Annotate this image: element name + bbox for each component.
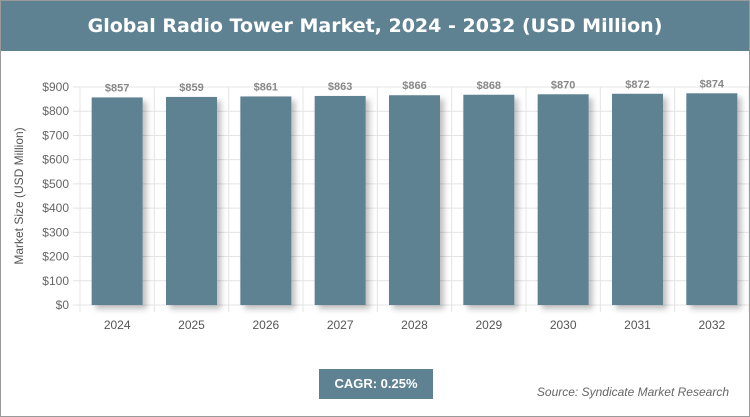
y-tick-label: $600 — [42, 153, 69, 167]
x-tick-label: 2026 — [252, 318, 279, 332]
x-tick-label: 2030 — [550, 318, 577, 332]
bar — [537, 94, 589, 306]
data-label: $868 — [477, 80, 501, 92]
y-tick-label: $700 — [42, 128, 69, 142]
bar-chart: $0 $100 $200 $300 $400 $500 $600 $700 $800 $900 $8… — [12, 78, 749, 332]
data-label: $870 — [551, 79, 575, 91]
source-note: Source: Syndicate Market Research — [536, 385, 729, 399]
y-tick-label: $500 — [42, 177, 69, 191]
bar — [166, 96, 217, 305]
bar — [314, 95, 366, 305]
x-tick-label: 2027 — [327, 318, 354, 332]
y-tick-label: $900 — [42, 80, 69, 94]
x-tick-label: 2032 — [698, 318, 725, 332]
cagr-badge: CAGR: 0.25% — [319, 369, 433, 399]
data-label: $857 — [105, 82, 129, 94]
y-tick-label: $400 — [42, 201, 69, 215]
bar — [389, 95, 440, 305]
y-tick-label: $800 — [42, 104, 69, 118]
y-tick-label: $0 — [56, 298, 70, 312]
x-tick-label: 2029 — [475, 318, 502, 332]
data-label: $859 — [179, 82, 203, 94]
x-tick-label: 2024 — [104, 318, 131, 332]
chart-title: Global Radio Tower Market, 2024 - 2032 (… — [1, 1, 749, 51]
y-tick-label: $300 — [42, 225, 69, 239]
bar — [91, 97, 143, 305]
y-tick-label: $100 — [42, 274, 69, 288]
x-tick-label: 2031 — [624, 318, 651, 332]
bar — [686, 93, 738, 305]
data-label: $863 — [328, 81, 352, 93]
data-label: $861 — [254, 81, 278, 93]
x-tick-label: 2025 — [178, 318, 205, 332]
bar — [612, 93, 663, 305]
data-label: $866 — [402, 80, 426, 92]
bar — [463, 94, 515, 305]
data-label: $872 — [625, 79, 649, 91]
bar — [240, 96, 292, 306]
data-label: $874 — [700, 78, 725, 90]
x-tick-label: 2028 — [401, 318, 428, 332]
y-axis-label: Market Size (USD Million) — [12, 127, 26, 264]
y-tick-label: $200 — [42, 250, 69, 264]
